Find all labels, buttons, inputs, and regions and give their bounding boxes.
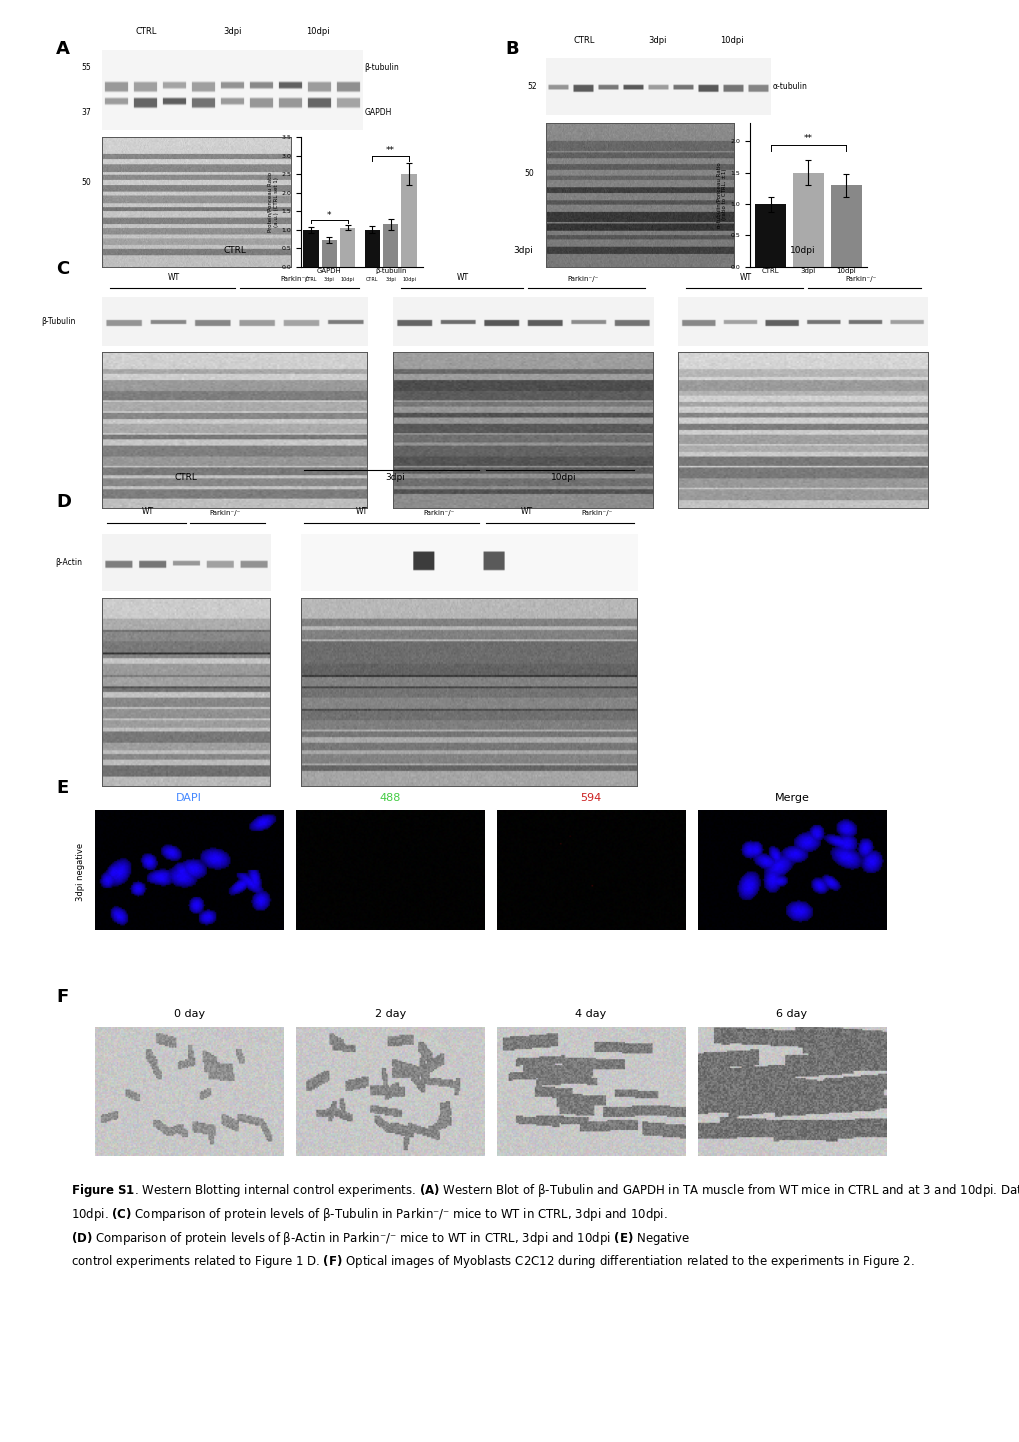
Text: WT: WT [520,508,532,516]
Text: 3dpi: 3dpi [648,36,666,45]
Text: Ponceau S: Ponceau S [215,368,254,378]
Text: CTRL: CTRL [174,473,198,482]
Text: 3dpi: 3dpi [385,473,405,482]
Text: 3dpi: 3dpi [324,277,334,283]
Text: Parkin⁻/⁻: Parkin⁻/⁻ [209,510,240,516]
Text: WT: WT [739,274,751,283]
Text: A: A [56,40,70,58]
Text: 10dpi: 10dpi [401,277,416,283]
Text: WT: WT [355,508,367,516]
Text: 3dpi: 3dpi [385,277,395,283]
Text: Parkin⁻/⁻: Parkin⁻/⁻ [844,277,875,283]
Y-axis label: α-tubulin/Ponceau Ratio
(ratio to CTRL, ±1): α-tubulin/Ponceau Ratio (ratio to CTRL, … [715,162,727,228]
Bar [383,224,397,267]
Text: WT: WT [142,508,153,516]
Text: 50: 50 [524,169,534,177]
Text: 2 day: 2 day [374,1009,406,1019]
Text: Ponceau S: Ponceau S [138,147,180,156]
Text: 4 day: 4 day [575,1009,606,1019]
Text: 3dpi negative: 3dpi negative [76,844,85,901]
Text: CTRL: CTRL [366,277,378,283]
Text: β-Actin: β-Actin [55,558,82,567]
Text: F: F [56,988,68,1005]
Text: 10dpi: 10dpi [340,277,355,283]
Bar [401,174,417,267]
Text: Parkin⁻/⁻: Parkin⁻/⁻ [423,510,454,516]
Text: C: C [56,260,69,277]
Text: 0 day: 0 day [173,1009,205,1019]
Text: β-tubulin: β-tubulin [365,63,399,72]
Text: CTRL: CTRL [223,247,246,255]
Text: 6 day: 6 day [775,1009,807,1019]
Text: WT: WT [457,274,469,283]
Text: CTRL: CTRL [136,27,157,36]
Text: **: ** [386,146,394,154]
Text: 52: 52 [527,82,536,91]
Text: 10dpi: 10dpi [790,247,815,255]
Text: 3dpi: 3dpi [222,27,242,36]
Text: B: B [504,40,518,58]
Y-axis label: Protein/Ponceau Ratio
(a.u.) (CTRL set 1): Protein/Ponceau Ratio (a.u.) (CTRL set 1… [267,172,278,232]
Bar [829,185,861,267]
Text: Merge: Merge [773,793,809,803]
Text: 10dpi: 10dpi [719,36,743,45]
Bar [304,229,319,267]
Bar [365,229,379,267]
Bar [754,205,786,267]
Bar [322,239,336,267]
Text: Ponceau S: Ponceau S [783,368,822,378]
Text: 10dpi: 10dpi [306,27,329,36]
Bar [340,228,356,267]
Text: **: ** [803,134,812,143]
Text: 10dpi: 10dpi [550,473,576,482]
Text: 3dpi: 3dpi [513,247,532,255]
Text: 50: 50 [81,177,91,187]
Text: 37: 37 [82,108,92,117]
Text: Parkin⁻/⁻: Parkin⁻/⁻ [567,277,598,283]
Text: 55: 55 [82,63,92,72]
Text: 488: 488 [379,793,400,803]
Text: β-Tubulin: β-Tubulin [41,317,75,326]
Bar [792,173,823,267]
Text: GAPDH: GAPDH [365,108,391,117]
Text: α-tubulin: α-tubulin [771,82,806,91]
Text: D: D [56,493,71,510]
Text: 594: 594 [580,793,601,803]
Text: DAPI: DAPI [176,793,202,803]
Text: CTRL: CTRL [305,277,317,283]
Text: Ponceau S: Ponceau S [573,136,616,144]
Text: Ponceau S: Ponceau S [502,368,542,378]
Text: CTRL: CTRL [573,36,594,45]
Text: $\bf{Figure\ S1}$. Western Blotting internal control experiments. $\bf{(A)}$ Wes: $\bf{Figure\ S1}$. Western Blotting inte… [71,1182,1019,1270]
Text: *: * [327,211,331,221]
Text: Parkin⁻/⁻: Parkin⁻/⁻ [279,277,311,283]
Text: WT: WT [167,274,179,283]
Text: E: E [56,779,68,796]
Text: Parkin⁻/⁻: Parkin⁻/⁻ [581,510,612,516]
